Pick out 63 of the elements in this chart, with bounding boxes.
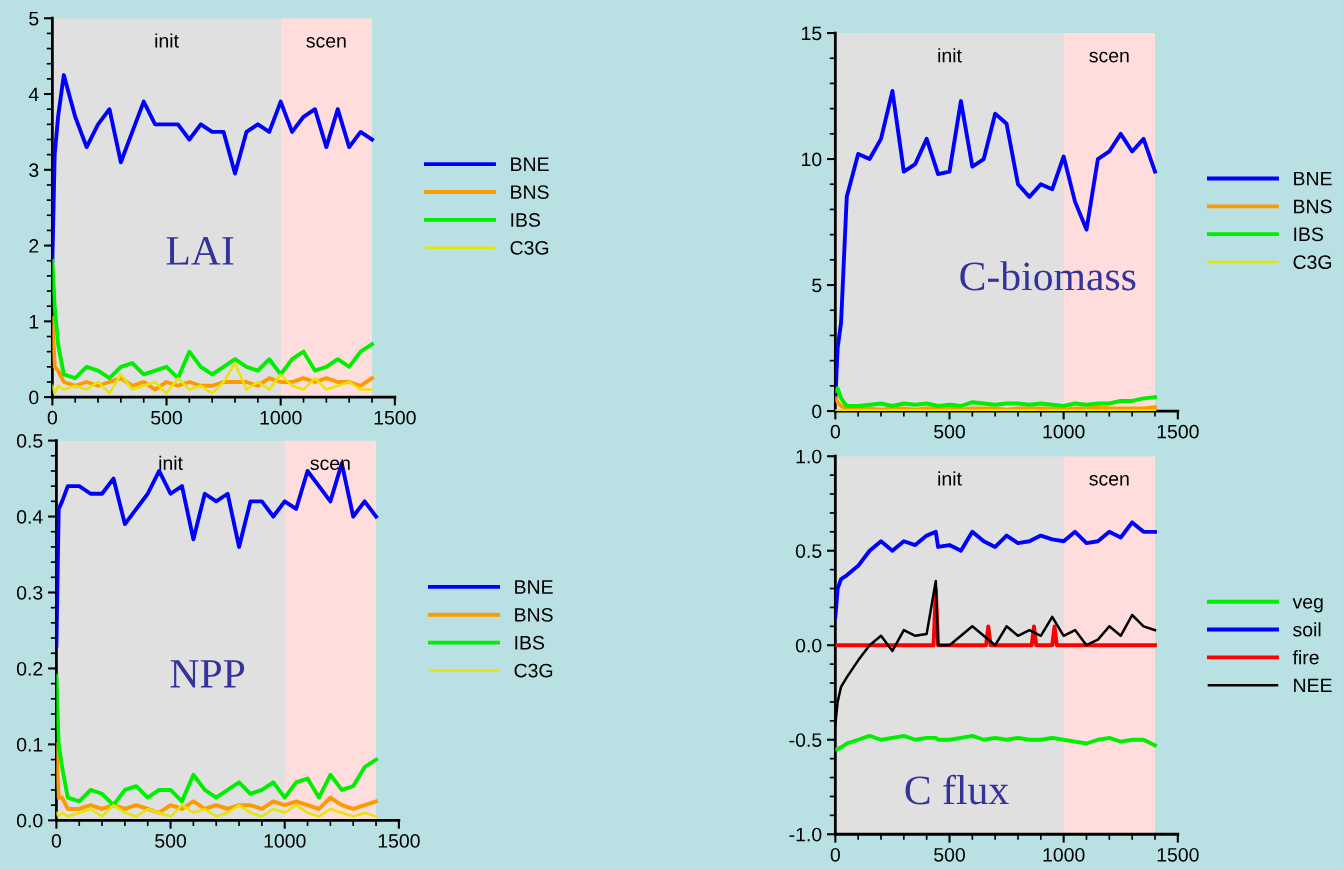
legend-label: BNS bbox=[1294, 199, 1332, 214]
x-tick-label: 500 bbox=[934, 424, 965, 439]
legend-label: fire bbox=[1292, 650, 1319, 665]
y-tick-label: 0.5 bbox=[795, 544, 822, 558]
y-tick-label: -1.0 bbox=[789, 827, 822, 842]
x-tick-label: 1000 bbox=[1043, 424, 1085, 439]
legend-label: veg bbox=[1292, 598, 1323, 613]
text: NPP bbox=[170, 660, 245, 688]
legend-label: BNE bbox=[515, 580, 553, 594]
x-tick-label: 1500 bbox=[378, 834, 420, 848]
x-tick-label: 1000 bbox=[264, 834, 306, 848]
y-tick-label: 3 bbox=[29, 163, 39, 178]
text: C flux bbox=[905, 774, 1009, 805]
x-tick-label: 500 bbox=[934, 847, 965, 862]
band-label: init bbox=[155, 33, 179, 48]
y-tick-label: 15 bbox=[802, 26, 822, 41]
x-tick-label: 1500 bbox=[1157, 847, 1199, 862]
y-tick-label: 1.0 bbox=[796, 449, 822, 464]
legend-label: C3G bbox=[514, 663, 553, 678]
legend-label: soil bbox=[1293, 622, 1321, 637]
y-tick-label: 4 bbox=[28, 87, 39, 102]
y-tick-label: 0.3 bbox=[16, 585, 43, 600]
x-tick-label: 0 bbox=[830, 424, 840, 439]
legend-label: BNS bbox=[511, 185, 549, 199]
band-label: scen bbox=[1089, 474, 1129, 486]
text: LAI bbox=[166, 237, 234, 265]
y-tick-label: 0.0 bbox=[16, 813, 43, 828]
y-tick-label: 0.2 bbox=[16, 661, 43, 676]
legend-label: BNS bbox=[515, 607, 553, 622]
y-tick-label: -0.5 bbox=[789, 733, 822, 747]
legend-label: IBS bbox=[511, 213, 541, 227]
y-tick-label: 5 bbox=[812, 278, 822, 293]
band-label: init bbox=[159, 455, 183, 471]
band-label: scen bbox=[306, 37, 346, 48]
legend-label: IBS bbox=[1294, 227, 1323, 242]
y-tick-label: 1 bbox=[29, 315, 39, 329]
legend-label: IBS bbox=[515, 635, 545, 650]
y-tick-label: 10 bbox=[802, 152, 822, 167]
y-tick-label: 2 bbox=[29, 239, 39, 253]
y-tick-label: 5 bbox=[29, 11, 39, 26]
x-tick-label: 1500 bbox=[1157, 424, 1199, 439]
x-tick-label: 1500 bbox=[374, 410, 416, 425]
legend-label: C3G bbox=[510, 240, 549, 255]
y-tick-label: 0.1 bbox=[16, 737, 43, 752]
y-tick-label: 0.5 bbox=[16, 434, 43, 448]
legend-label: BNE bbox=[1294, 171, 1332, 186]
legend-label: C3G bbox=[1293, 255, 1332, 270]
y-tick-label: 0.0 bbox=[795, 638, 822, 653]
x-tick-label: 500 bbox=[155, 834, 187, 848]
band-label: init bbox=[938, 471, 962, 486]
legend-label: BNE bbox=[511, 157, 549, 171]
x-tick-label: 1000 bbox=[260, 410, 302, 425]
legend-label: NEE bbox=[1294, 678, 1332, 693]
band-label: init bbox=[938, 48, 962, 63]
text: C-biomass bbox=[960, 261, 1136, 291]
y-tick-label: 0 bbox=[29, 390, 39, 405]
y-tick-label: 0.4 bbox=[16, 510, 43, 524]
x-tick-label: 1000 bbox=[1043, 847, 1085, 862]
x-tick-label: 0 bbox=[830, 847, 840, 862]
x-tick-label: 500 bbox=[151, 410, 182, 425]
x-tick-label: 0 bbox=[47, 410, 58, 425]
x-tick-label: 0 bbox=[51, 834, 62, 848]
band-label: scen bbox=[1089, 51, 1129, 63]
